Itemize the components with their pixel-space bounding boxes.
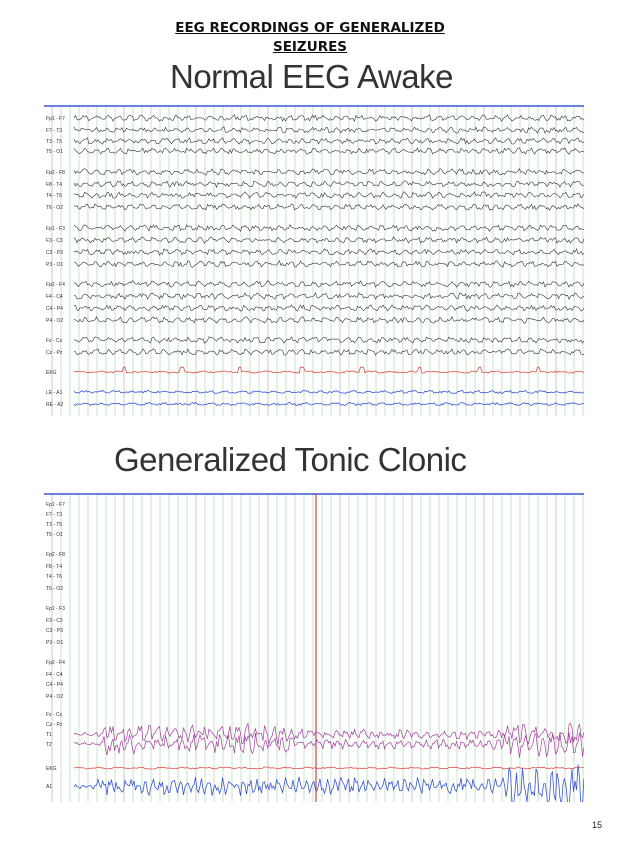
channel-label: LE - A1 — [46, 390, 63, 396]
channel-label: P4 - O2 — [46, 318, 63, 324]
tonic-clonic-eeg-recording: Fp1 - F7 F7 - T3 T3 - T5 T5 - O1 Fp2 - F8 F8 … — [44, 490, 584, 802]
normal-eeg-title: Normal EEG Awake — [170, 58, 454, 95]
channel-label: Cz - Pz — [46, 350, 63, 356]
channel-label: C3 - P3 — [46, 250, 63, 256]
channel-label: F8 - T4 — [46, 564, 62, 570]
grid — [51, 106, 584, 416]
channel-label: P3 - O1 — [46, 262, 63, 268]
channel-label: C4 - P4 — [46, 682, 63, 688]
channel-label: F4 - C4 — [46, 294, 63, 300]
channel-label: C4 - P4 — [46, 306, 63, 312]
channel-label: T3 - T5 — [46, 139, 62, 145]
channel-label: EKG — [46, 766, 57, 772]
channel-label: F8 - T4 — [46, 182, 62, 188]
eeg-traces — [74, 724, 584, 802]
document-header: EEG RECORDINGS OF GENERALIZED SEIZURES — [0, 19, 620, 57]
channel-label: A1 — [46, 784, 52, 790]
channel-label: Fz - Cz — [46, 712, 63, 718]
channel-label: Fp1 - F3 — [46, 226, 65, 232]
channel-label: Fp2 - F4 — [46, 282, 65, 288]
channel-label: T5 - O1 — [46, 532, 63, 538]
channel-labels: Fp1 - F7 F7 - T3 T3 - T5 T5 - O1 Fp2 - F8 F8 … — [46, 502, 65, 790]
channel-labels: Fp1 - F7 F7 - T3 T3 - T5 T5 - O1 Fp2 - F8 F8 … — [46, 116, 65, 408]
channel-label: RE - A2 — [46, 402, 63, 408]
eeg-traces — [73, 114, 584, 407]
header-line-2: SEIZURES — [272, 39, 348, 55]
channel-label: C3 - P3 — [46, 628, 63, 634]
channel-label: F7 - T3 — [46, 512, 62, 518]
channel-label: Fp2 - F8 — [46, 170, 65, 176]
normal-eeg-recording: Fp1 - F7 F7 - T3 T3 - T5 T5 - O1 Fp2 - F8 F8 … — [44, 105, 584, 416]
channel-label: Fz - Cz — [46, 338, 63, 344]
channel-label: T1 — [46, 732, 52, 738]
channel-label: P3 - O1 — [46, 640, 63, 646]
channel-label: T2 — [46, 742, 52, 748]
channel-label: T4 - T6 — [46, 193, 62, 199]
channel-label: EKG — [46, 370, 57, 376]
channel-label: P4 - O2 — [46, 694, 63, 700]
channel-label: Fp2 - F8 — [46, 552, 65, 558]
channel-label: T3 - T5 — [46, 522, 62, 528]
channel-label: Fp1 - F7 — [46, 502, 65, 508]
grid — [51, 494, 584, 802]
channel-label: F4 - C4 — [46, 672, 63, 678]
header-line-1: EEG RECORDINGS OF GENERALIZED — [175, 20, 445, 36]
channel-label: Fp1 - F3 — [46, 606, 65, 612]
channel-label: T6 - O2 — [46, 205, 63, 211]
channel-label: T5 - O1 — [46, 149, 63, 155]
channel-label: F3 - C3 — [46, 618, 63, 624]
channel-label: F7 - T3 — [46, 128, 62, 134]
page-number: 15 — [592, 820, 603, 830]
tonic-clonic-title: Generalized Tonic Clonic — [114, 441, 467, 478]
channel-label: T6 - O2 — [46, 586, 63, 592]
channel-label: T4 - T6 — [46, 574, 62, 580]
channel-label: F3 - C3 — [46, 238, 63, 244]
channel-label: Cz - Pz — [46, 722, 63, 728]
channel-label: Fp1 - F7 — [46, 116, 65, 122]
channel-label: Fp2 - F4 — [46, 660, 65, 666]
